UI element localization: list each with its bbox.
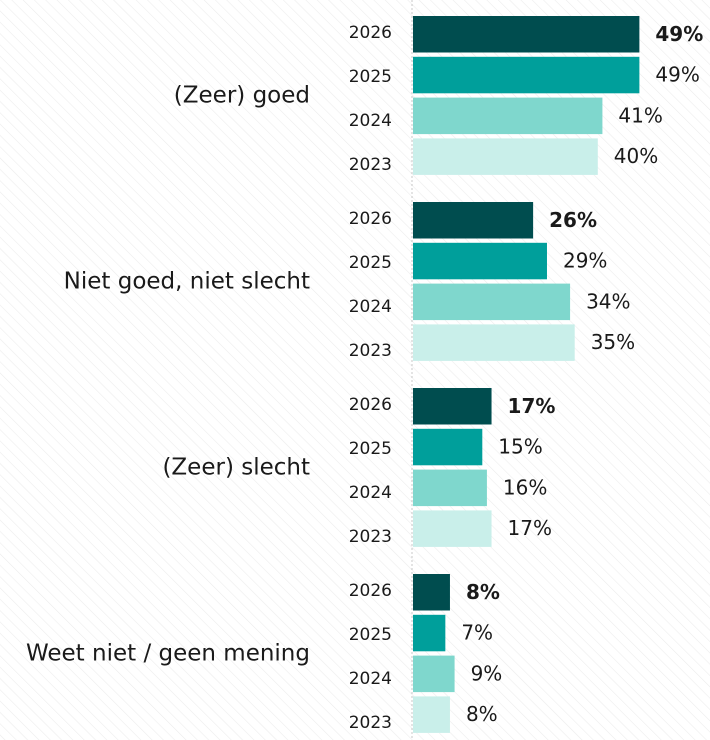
year-label: 2024 — [349, 483, 392, 503]
bar — [413, 510, 492, 547]
bar — [413, 97, 603, 135]
value-label: 40% — [614, 144, 658, 168]
value-label: 7% — [461, 621, 493, 645]
value-label: 29% — [563, 249, 607, 273]
value-label: 8% — [466, 702, 498, 726]
category-label: (Zeer) goed — [174, 82, 310, 108]
bar — [413, 428, 483, 466]
year-label: 2023 — [349, 527, 392, 547]
year-label: 2026 — [349, 395, 392, 415]
category-label: Niet goed, niet slecht — [64, 268, 310, 294]
value-label: 34% — [586, 289, 630, 313]
bar — [413, 614, 446, 652]
bar — [413, 16, 640, 53]
value-label: 17% — [508, 394, 556, 418]
year-label: 2024 — [349, 297, 392, 317]
value-label: 16% — [503, 475, 547, 499]
year-label: 2023 — [349, 155, 392, 175]
year-label: 2025 — [349, 625, 392, 645]
bar — [413, 388, 492, 425]
value-label: 17% — [508, 516, 552, 540]
year-label: 2026 — [349, 209, 392, 229]
year-label: 2026 — [349, 23, 392, 43]
value-label: 26% — [549, 208, 597, 232]
year-label: 2024 — [349, 669, 392, 689]
bar — [413, 56, 640, 94]
value-label: 35% — [591, 330, 635, 354]
bar — [413, 469, 487, 507]
category-label: Weet niet / geen mening — [26, 640, 310, 666]
value-label: 8% — [466, 580, 500, 604]
year-label: 2026 — [349, 581, 392, 601]
bar — [413, 574, 450, 611]
bar — [413, 696, 450, 733]
year-label: 2023 — [349, 713, 392, 733]
bar — [413, 655, 455, 693]
value-label: 15% — [498, 435, 542, 459]
year-label: 2024 — [349, 111, 392, 131]
year-label: 2025 — [349, 253, 392, 273]
bar — [413, 324, 575, 361]
year-label: 2025 — [349, 439, 392, 459]
bar — [413, 242, 547, 280]
value-label: 49% — [655, 22, 703, 46]
plot-area: (Zeer) goed 2026 49% 2025 49% 2024 41% 2023 40% N… — [26, 16, 703, 733]
bar — [413, 138, 598, 175]
category-label: (Zeer) slecht — [162, 454, 310, 480]
value-label: 49% — [655, 63, 699, 87]
bar — [413, 283, 571, 321]
year-label: 2025 — [349, 67, 392, 87]
year-label: 2023 — [349, 341, 392, 361]
value-label: 9% — [471, 661, 503, 685]
bar — [413, 202, 534, 239]
value-label: 41% — [618, 103, 662, 127]
